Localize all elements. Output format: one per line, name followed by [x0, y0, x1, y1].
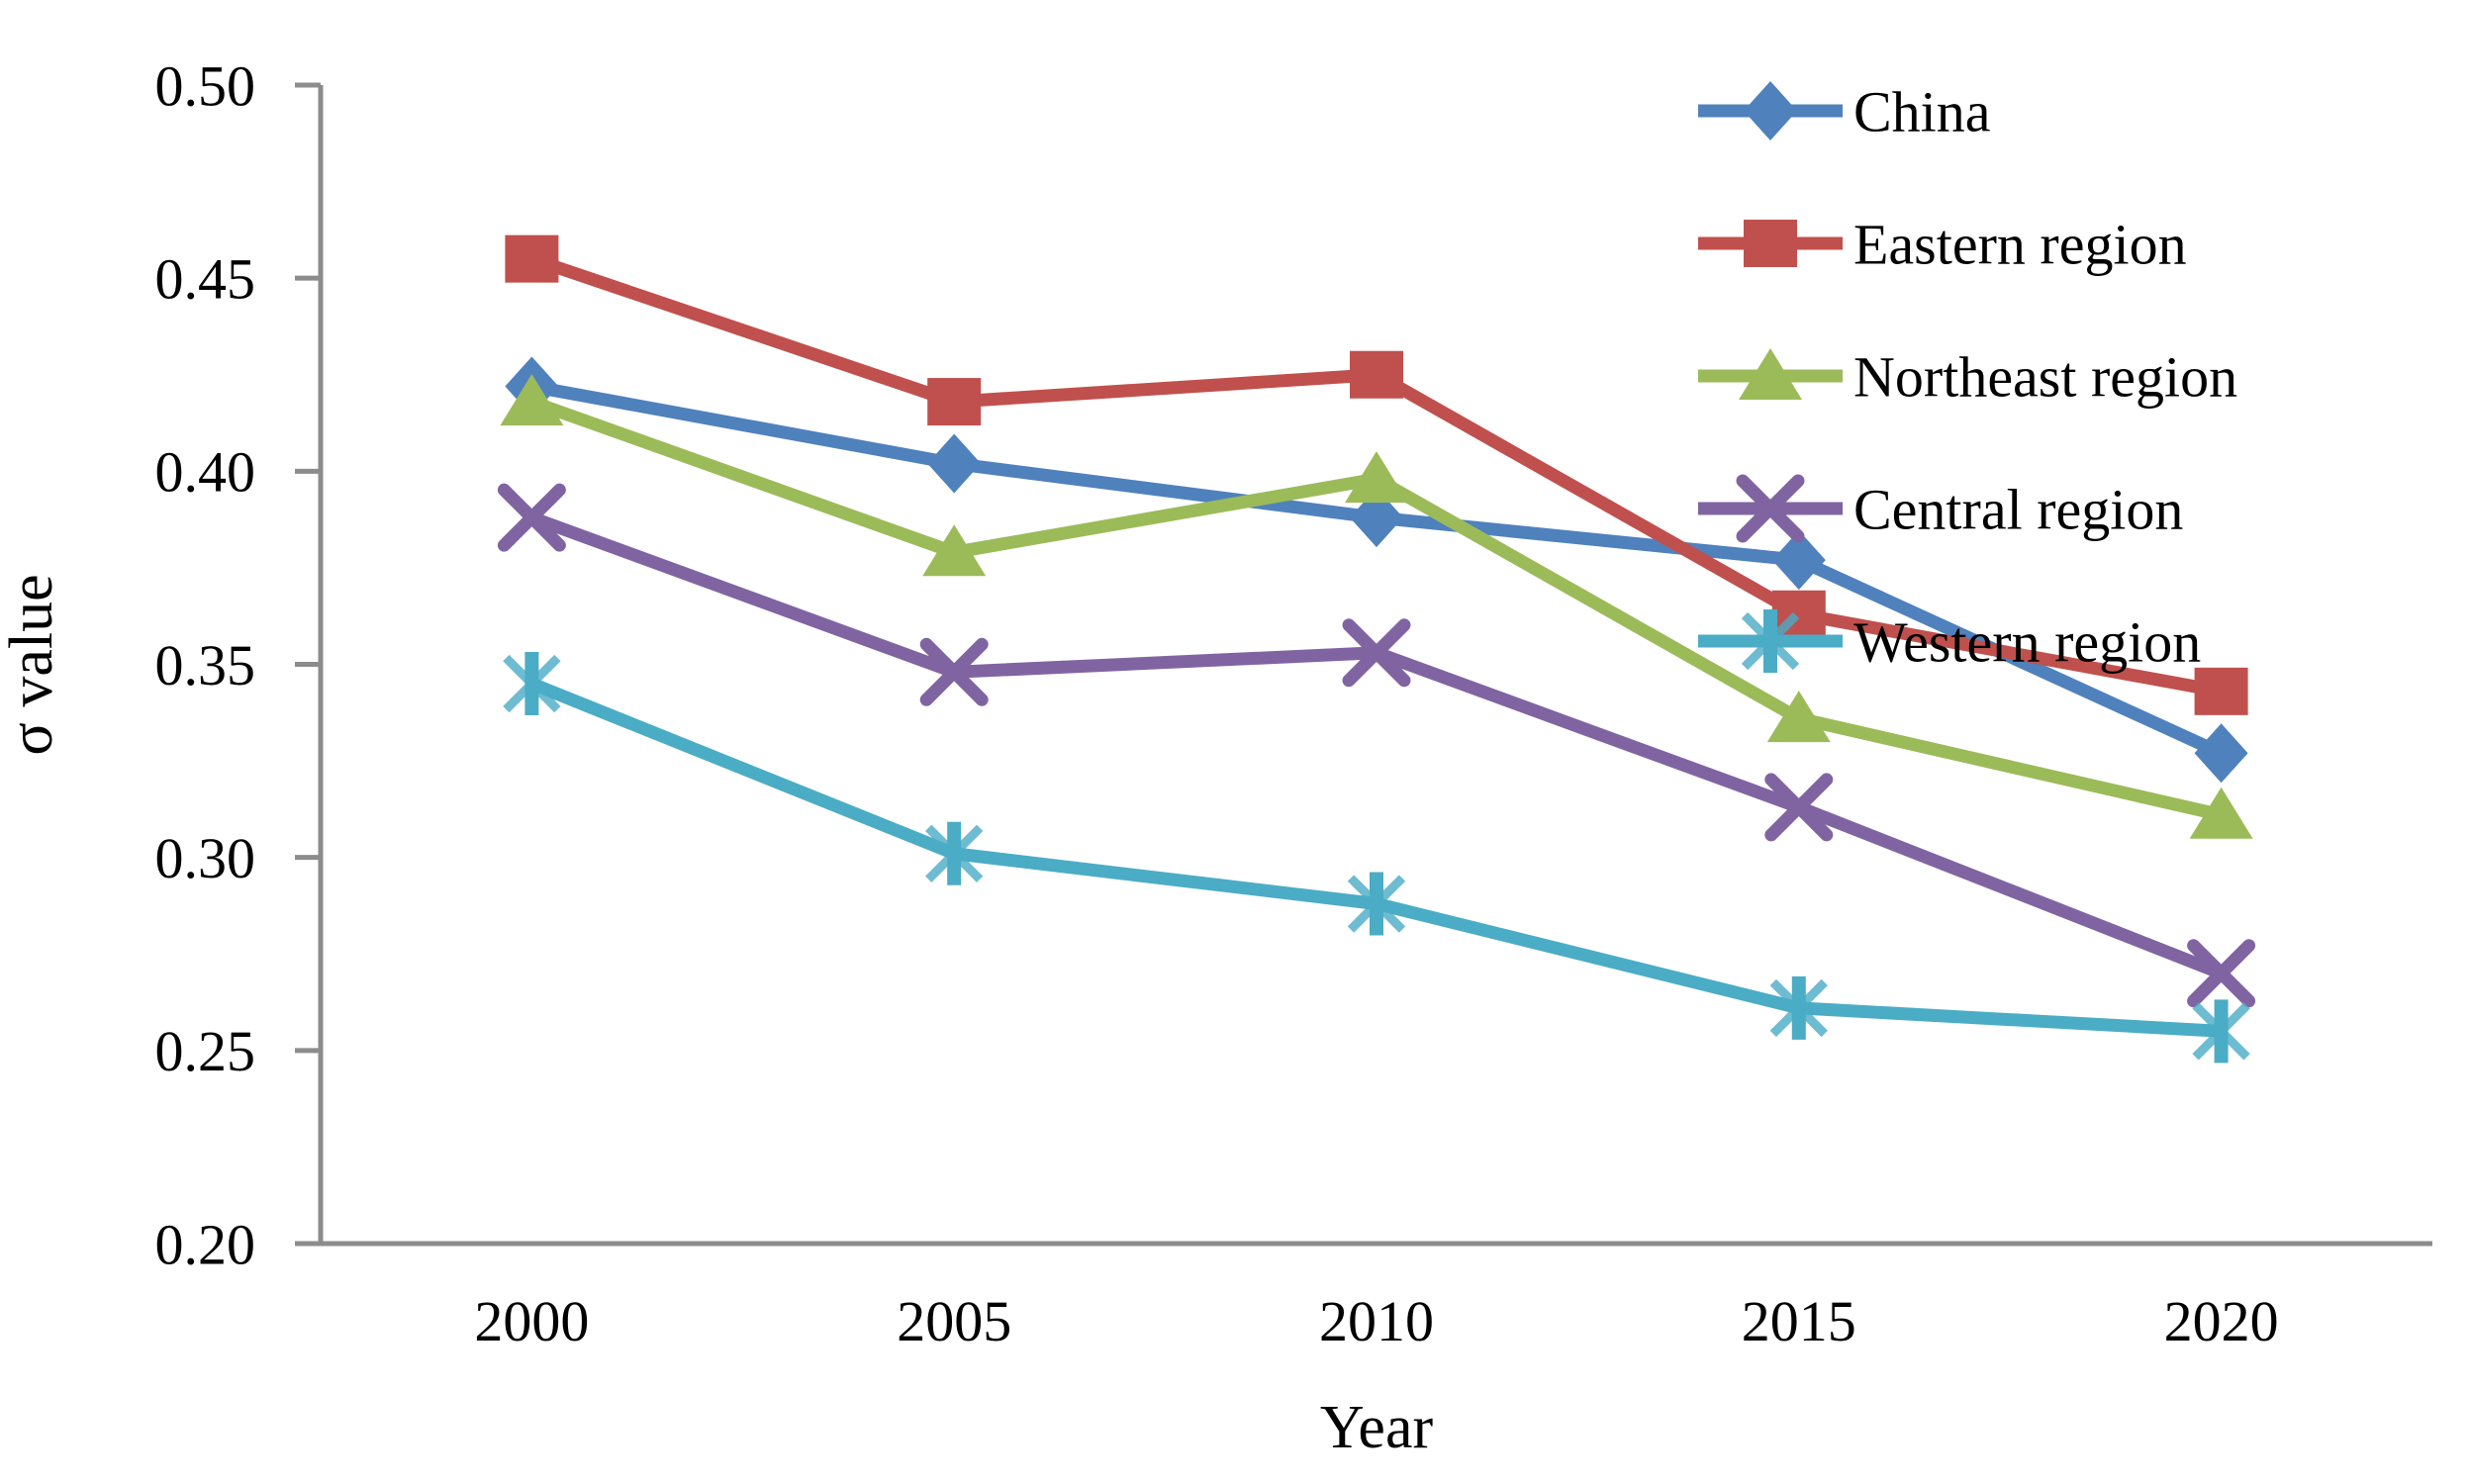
legend-swatch-marker-western-region: [1741, 609, 1800, 673]
square-marker: [1744, 220, 1797, 267]
square-marker: [1350, 350, 1403, 399]
x-marker: [1342, 618, 1411, 688]
marker-western-region-2015: [1769, 975, 1828, 1040]
marker-northeast-region-2005: [922, 524, 987, 577]
marker-central-region-2015: [1764, 773, 1834, 842]
legend-label: Northeast region: [1853, 344, 2237, 409]
marker-northeast-region-2010: [1345, 451, 1408, 504]
legend-item-china: China: [1698, 79, 1991, 143]
diamond-marker: [1744, 81, 1797, 140]
marker-central-region-2005: [919, 637, 989, 706]
marker-china-2005: [927, 433, 982, 494]
y-tick-label: 0.35: [155, 633, 256, 697]
marker-western-region-2010: [1347, 872, 1406, 936]
diamond-marker: [1771, 530, 1826, 591]
legend-item-eastern-region: Eastern region: [1698, 212, 2187, 276]
x-tick-label: 2020: [2164, 1289, 2279, 1353]
star-marker: [1741, 611, 1800, 671]
star-marker: [1347, 875, 1406, 933]
legend-label: Central region: [1853, 477, 2183, 541]
triangle-marker: [922, 524, 987, 577]
triangle-marker: [500, 374, 564, 426]
legend-swatch-marker-china: [1744, 81, 1797, 140]
legend-label: China: [1853, 79, 1991, 143]
star-marker: [925, 824, 984, 882]
marker-central-region-2000: [497, 483, 566, 552]
legend-swatch-marker-central-region: [1736, 474, 1805, 543]
x-tick-label: 2015: [1742, 1289, 1856, 1353]
x-axis-labels: 2000 2005 2010 2015 2020: [474, 1289, 2278, 1353]
x-tick-label: 2000: [474, 1289, 589, 1353]
x-tick-label: 2005: [897, 1289, 1011, 1353]
marker-china-2010: [1350, 488, 1403, 548]
legend-item-northeast-region: Northeast region: [1698, 344, 2237, 409]
legend-swatch-marker-eastern-region: [1744, 220, 1797, 267]
series-line-china: [530, 380, 2225, 760]
y-tick-label: 0.40: [155, 440, 256, 505]
legend-item-central-region: Central region: [1698, 474, 2183, 543]
legend: China Eastern region Northeast region Centr…: [1698, 79, 2237, 674]
star-marker: [1769, 978, 1828, 1038]
y-tick-label: 0.20: [155, 1212, 256, 1276]
legend-item-western-region: Western region: [1698, 609, 2201, 674]
triangle-marker: [2189, 787, 2253, 839]
diamond-marker: [2194, 723, 2248, 784]
x-marker: [1764, 773, 1834, 842]
y-tick-label: 0.25: [155, 1019, 256, 1083]
series-line-western-region: [528, 677, 2222, 1038]
star-marker: [2192, 1002, 2250, 1061]
marker-central-region-2020: [2187, 939, 2256, 1008]
x-marker: [497, 483, 566, 552]
marker-western-region-2000: [503, 652, 561, 716]
x-marker: [2187, 939, 2256, 1008]
marker-eastern-region-2000: [505, 234, 559, 283]
y-tick-label: 0.45: [155, 246, 256, 311]
y-axis-ticks: 0.50 0.45 0.40 0.35 0.30 0.25 0.20: [155, 53, 321, 1276]
x-tick-label: 2010: [1319, 1289, 1434, 1353]
marker-china-2020: [2194, 723, 2248, 784]
y-tick-label: 0.30: [155, 826, 256, 890]
square-marker: [2194, 667, 2248, 715]
square-marker: [927, 378, 982, 426]
marker-northeast-region-2020: [2189, 787, 2253, 839]
series-layer: [497, 234, 2256, 1064]
legend-swatch-marker-northeast-region: [1739, 348, 1802, 400]
diamond-marker: [927, 433, 982, 494]
diamond-marker: [1350, 488, 1403, 548]
marker-western-region-2005: [925, 821, 984, 885]
marker-china-2015: [1771, 530, 1826, 591]
marker-central-region-2010: [1342, 618, 1411, 688]
marker-northeast-region-2015: [1766, 691, 1831, 743]
marker-eastern-region-2010: [1350, 350, 1403, 399]
legend-label: Eastern region: [1853, 212, 2187, 276]
x-axis-title: Year: [1320, 1394, 1434, 1461]
x-marker: [1736, 474, 1805, 543]
marker-western-region-2020: [2192, 999, 2250, 1064]
marker-eastern-region-2005: [927, 378, 982, 426]
y-axis-title: σ value: [0, 574, 65, 755]
x-marker: [919, 637, 989, 706]
square-marker: [505, 234, 559, 283]
marker-eastern-region-2020: [2194, 667, 2248, 715]
y-tick-label: 0.50: [155, 53, 256, 118]
triangle-marker: [1345, 451, 1408, 504]
triangle-marker: [1739, 348, 1802, 400]
star-marker: [503, 654, 561, 713]
triangle-marker: [1766, 691, 1831, 743]
legend-label: Western region: [1853, 609, 2201, 674]
marker-northeast-region-2000: [500, 374, 564, 426]
